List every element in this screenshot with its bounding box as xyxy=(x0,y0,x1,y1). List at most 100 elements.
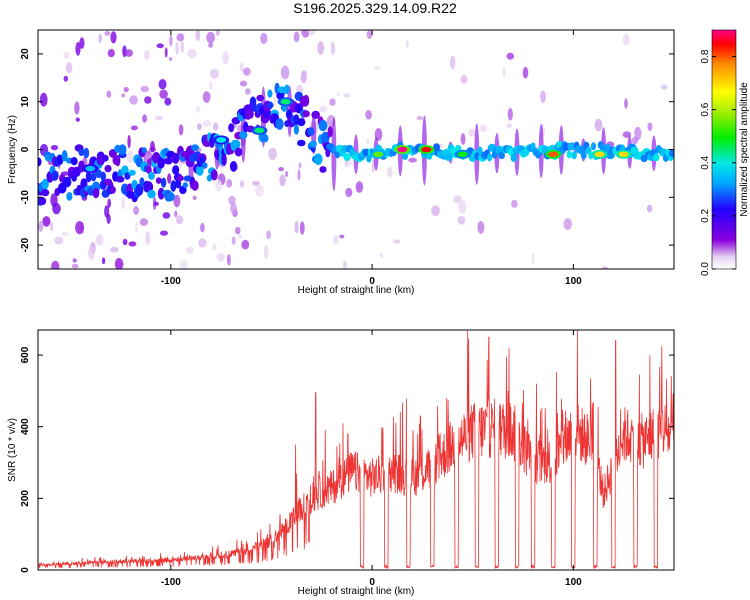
noise-blob xyxy=(622,131,632,139)
noise-blob xyxy=(507,108,513,121)
ridge-blob xyxy=(221,153,227,166)
y-tick-label: 0 xyxy=(20,146,31,152)
peak-core xyxy=(85,165,96,172)
peak-core xyxy=(254,127,265,134)
peak-core xyxy=(280,98,291,105)
x-tick-label: 0 xyxy=(369,276,375,287)
noise-blob xyxy=(293,31,300,43)
noise-blob xyxy=(74,101,80,115)
noise-blob xyxy=(522,66,529,79)
ridge-blob xyxy=(175,179,182,189)
noise-blob xyxy=(238,234,243,239)
ridge-blob xyxy=(444,153,453,161)
noise-blob xyxy=(405,40,409,49)
noise-blob xyxy=(460,74,468,84)
ridge-blob xyxy=(275,118,284,130)
noise-blob xyxy=(202,120,212,127)
ridge-blob xyxy=(62,176,72,188)
ridge-blob xyxy=(38,157,42,167)
noise-blob xyxy=(145,231,150,245)
noise-blob xyxy=(374,66,381,71)
ridge-blob xyxy=(41,189,50,197)
x-axis-label: Height of straight line (km) xyxy=(298,586,415,597)
noise-blob xyxy=(110,246,119,253)
peak-core xyxy=(594,151,605,158)
ridge-blob xyxy=(115,176,125,183)
noise-blob xyxy=(173,194,181,208)
x-tick-label: -100 xyxy=(161,276,181,287)
noise-blob xyxy=(178,162,183,168)
noise-blob xyxy=(169,34,173,47)
peak-core xyxy=(548,151,559,158)
noise-blob xyxy=(594,118,603,132)
ridge-blob xyxy=(284,84,290,95)
ridge-blob xyxy=(297,139,306,147)
noise-blob xyxy=(153,201,159,206)
noise-blob xyxy=(178,124,184,136)
noise-blob xyxy=(52,202,61,215)
ridge-blob xyxy=(172,165,180,175)
noise-blob xyxy=(79,37,85,49)
ridge-blob xyxy=(85,171,92,183)
noise-blob xyxy=(235,226,241,235)
noise-blob xyxy=(299,221,305,235)
noise-blob xyxy=(168,57,173,61)
colorbar-tick-label: 0.8 xyxy=(700,49,711,63)
noise-blob xyxy=(75,42,81,56)
noise-blob xyxy=(127,135,131,149)
noise-blob xyxy=(279,174,286,187)
y-tick-label: 10 xyxy=(20,96,31,108)
noise-blob xyxy=(468,128,476,137)
ridge-blob xyxy=(311,110,321,119)
noise-blob xyxy=(243,67,251,76)
ridge-blob xyxy=(297,118,306,127)
streak-mark xyxy=(331,117,337,192)
ridge-blob xyxy=(319,166,327,173)
noise-blob xyxy=(186,246,194,254)
noise-blob xyxy=(231,236,236,245)
noise-blob xyxy=(101,257,106,265)
ridge-blob xyxy=(135,183,144,196)
noise-blob xyxy=(88,246,95,260)
ridge-blob xyxy=(56,155,64,165)
noise-blob xyxy=(631,136,639,145)
ridge-blob xyxy=(191,180,199,191)
noise-blob xyxy=(319,105,327,113)
ridge-blob xyxy=(307,127,315,136)
peak-core xyxy=(457,151,468,158)
noise-blob xyxy=(129,95,138,105)
y-tick-label: 400 xyxy=(20,418,31,435)
noise-blob xyxy=(179,260,188,269)
noise-blob xyxy=(266,230,271,240)
noise-blob xyxy=(130,125,138,131)
ridge-blob xyxy=(201,162,208,169)
ridge-blob xyxy=(170,180,177,192)
noise-blob xyxy=(255,184,264,197)
noise-blob xyxy=(72,258,77,263)
noise-blob xyxy=(216,252,225,262)
noise-blob xyxy=(387,166,393,178)
noise-blob xyxy=(239,80,248,87)
noise-blob xyxy=(210,68,219,79)
noise-blob xyxy=(121,93,126,98)
ridge-blob xyxy=(78,148,85,156)
ridge-blob xyxy=(266,101,274,110)
ridge-blob xyxy=(580,151,587,160)
noise-blob xyxy=(540,90,546,104)
noise-blob xyxy=(511,199,518,208)
noise-blob xyxy=(460,133,466,145)
ridge-blob xyxy=(39,197,47,206)
noise-blob xyxy=(212,243,217,251)
ridge-blob xyxy=(318,120,328,132)
noise-blob xyxy=(175,41,179,55)
noise-blob xyxy=(208,42,214,48)
noise-blob xyxy=(365,110,372,120)
noise-blob xyxy=(366,30,373,39)
x-axis-label: Height of straight line (km) xyxy=(298,285,415,296)
noise-blob xyxy=(212,122,219,131)
ridge-blob xyxy=(166,192,175,202)
noise-blob xyxy=(121,197,126,210)
noise-blob xyxy=(333,235,339,245)
noise-blob xyxy=(245,88,251,95)
ridge-blob xyxy=(41,178,49,190)
